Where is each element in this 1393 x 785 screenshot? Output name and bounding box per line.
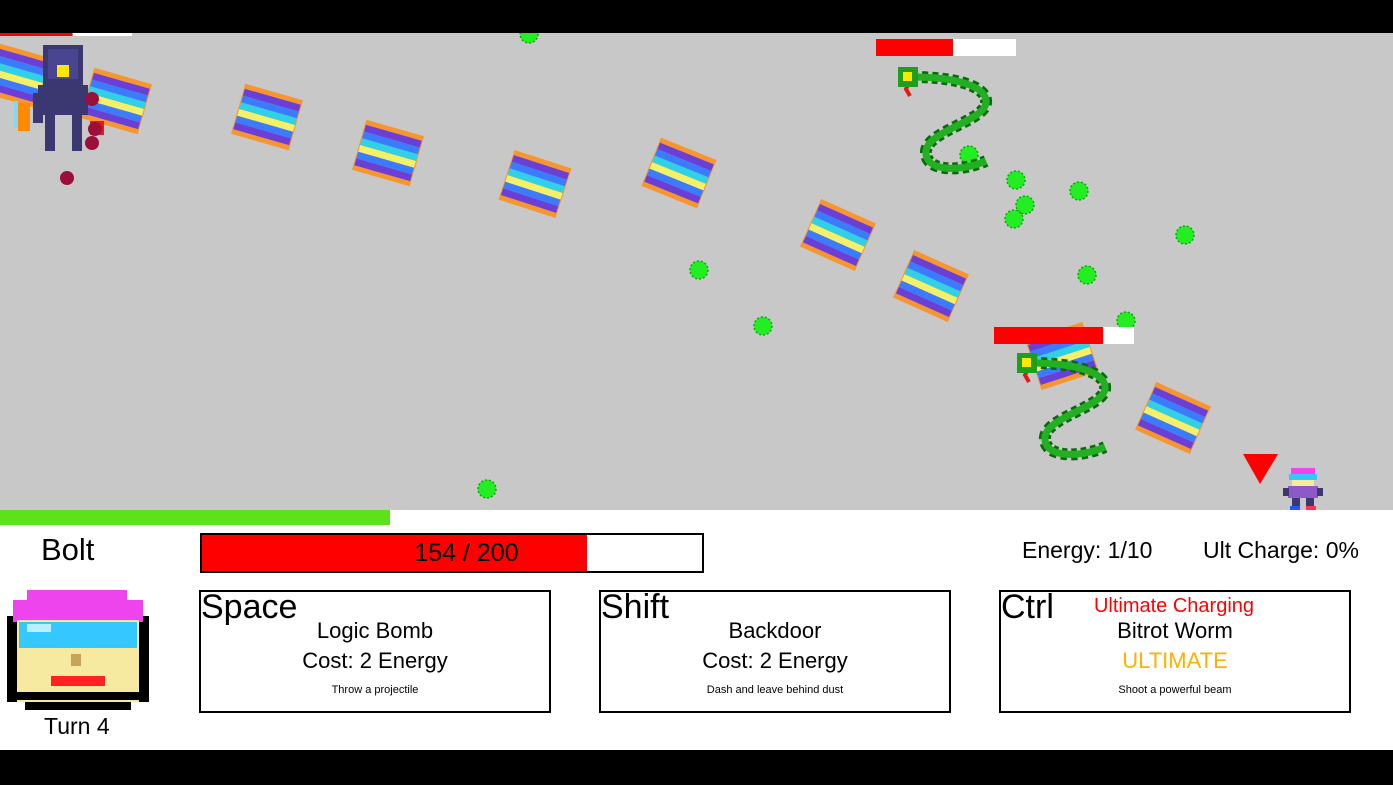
ability-description: Throw a projectile: [331, 684, 419, 696]
ability-cost: Cost: 2 Energy: [702, 648, 848, 673]
ability-card-ctrl[interactable]: Ctrl Ultimate Charging Bitrot Worm ULTIM…: [999, 588, 1351, 713]
worm-health-fill: [994, 327, 1104, 344]
worm-enemy[interactable]: [876, 39, 1016, 168]
letterbox-bottom: [0, 750, 1393, 785]
worm-health-fill: [876, 39, 953, 56]
health-bar-fill: [202, 535, 587, 571]
character-name: Bolt: [41, 532, 95, 567]
ult-charge-counter: Ult Charge: 0%: [1203, 537, 1359, 563]
energy-counter: Energy: 1/10: [1022, 537, 1153, 563]
dust-particles: [477, 33, 1195, 499]
turn-progress-bar: [0, 510, 391, 525]
letterbox-top: [0, 0, 1393, 33]
game-field[interactable]: [0, 33, 1393, 510]
tile-trail: [0, 41, 1211, 454]
game-field-canvas: [0, 33, 1323, 510]
ability-card-shift[interactable]: Shift Backdoor Cost: 2 Energy Dash and l…: [599, 588, 951, 713]
ability-name: Bitrot Worm: [1117, 618, 1233, 643]
ability-key: Shift: [601, 588, 670, 626]
ability-name: Logic Bomb: [316, 618, 434, 643]
ultimate-status: Ultimate Charging: [1093, 595, 1255, 617]
ability-card-space[interactable]: Space Logic Bomb Cost: 2 Energy Throw a …: [199, 588, 551, 713]
ability-description: Shoot a powerful beam: [1118, 684, 1232, 696]
ability-name: Backdoor: [728, 618, 822, 643]
bolt-portrait: [7, 590, 149, 710]
hud-panel: Bolt 154 / 200 Energy: 1/10 Ult Charge: …: [0, 510, 1393, 750]
red-triangle-icon: [1243, 454, 1278, 484]
health-text: 154 / 200: [414, 539, 519, 567]
ability-description: Dash and leave behind dust: [706, 684, 844, 696]
turn-counter: Turn 4: [44, 713, 110, 739]
robot-enemy[interactable]: [0, 33, 132, 185]
ability-cost: Cost: 2 Energy: [302, 648, 448, 673]
ability-key: Space: [201, 588, 298, 626]
robot-health-fill: [0, 33, 73, 36]
health-bar: [200, 533, 704, 573]
ability-cost: ULTIMATE: [1122, 648, 1228, 673]
ability-key: Ctrl: [1001, 588, 1054, 626]
worm-enemy[interactable]: [994, 327, 1134, 454]
bolt-sprite[interactable]: [1283, 468, 1323, 510]
